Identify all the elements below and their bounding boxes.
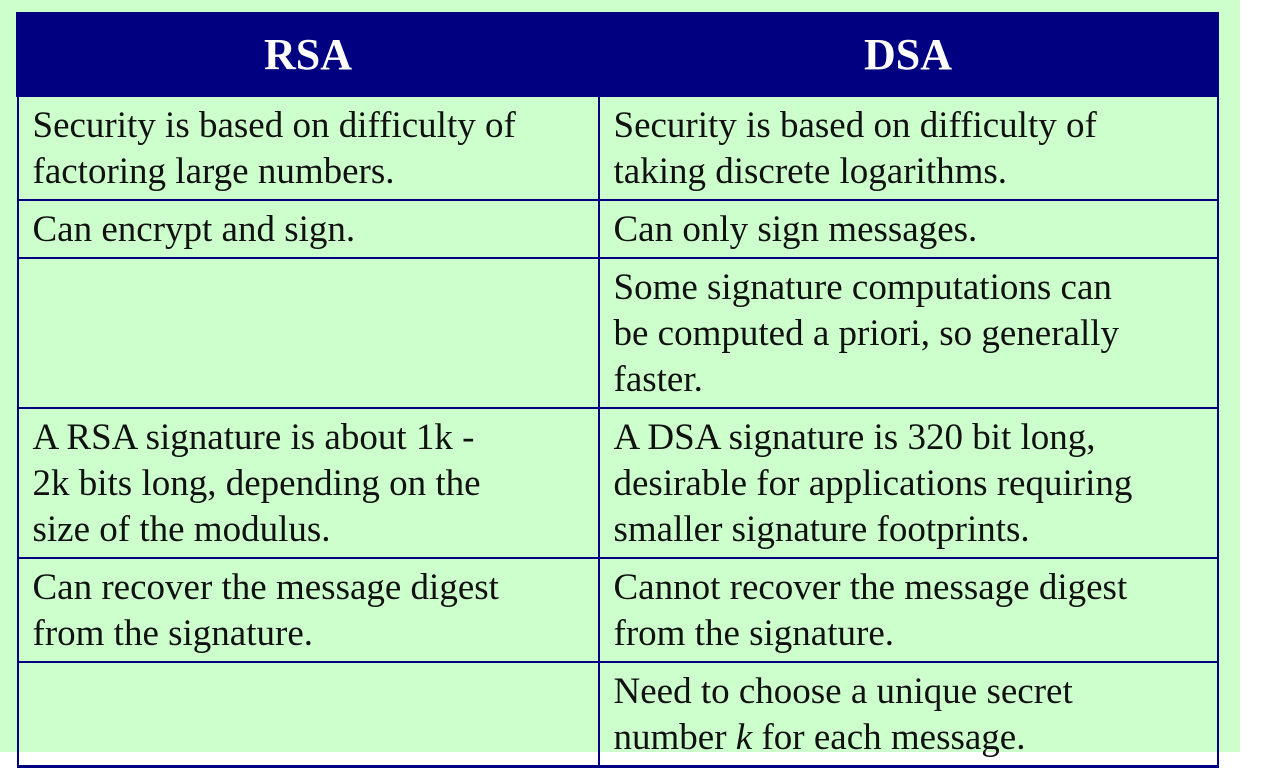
dsa-cell: Need to choose a unique secret number k … [597,661,1219,768]
dsa-cell-text: for each message. [752,717,1026,758]
rsa-cell: Can recover the message digest from the … [16,557,600,663]
rsa-cell-empty [16,661,600,768]
rsa-dsa-comparison-table: RSA DSA Security is based on difficulty … [16,12,1219,768]
rsa-cell: Can encrypt and sign. [16,199,600,259]
table-row: Need to choose a unique secret number k … [16,661,1219,768]
rsa-cell-empty [16,257,600,409]
rsa-cell: Security is based on difficulty of facto… [16,94,600,201]
header-rsa: RSA [16,12,600,97]
header-dsa: DSA [597,12,1219,97]
table-row: Can recover the message digest from the … [16,557,1219,663]
secret-number-variable: k [735,717,753,758]
dsa-cell: Security is based on difficulty of takin… [597,94,1219,201]
table-row: A RSA signature is about 1k - 2k bits lo… [16,407,1219,559]
dsa-cell: A DSA signature is 320 bit long, desirab… [597,407,1219,559]
table-row: Can encrypt and sign. Can only sign mess… [16,199,1219,259]
rsa-cell: A RSA signature is about 1k - 2k bits lo… [16,407,600,559]
table-row: Security is based on difficulty of facto… [16,94,1219,201]
dsa-cell: Some signature computations can be compu… [597,257,1219,409]
dsa-cell: Can only sign messages. [597,199,1219,259]
table-row: Some signature computations can be compu… [16,257,1219,409]
dsa-cell-text: Need to choose a unique secret number [613,671,1073,758]
header-row: RSA DSA [16,12,1219,97]
dsa-cell: Cannot recover the message digest from t… [597,557,1219,663]
